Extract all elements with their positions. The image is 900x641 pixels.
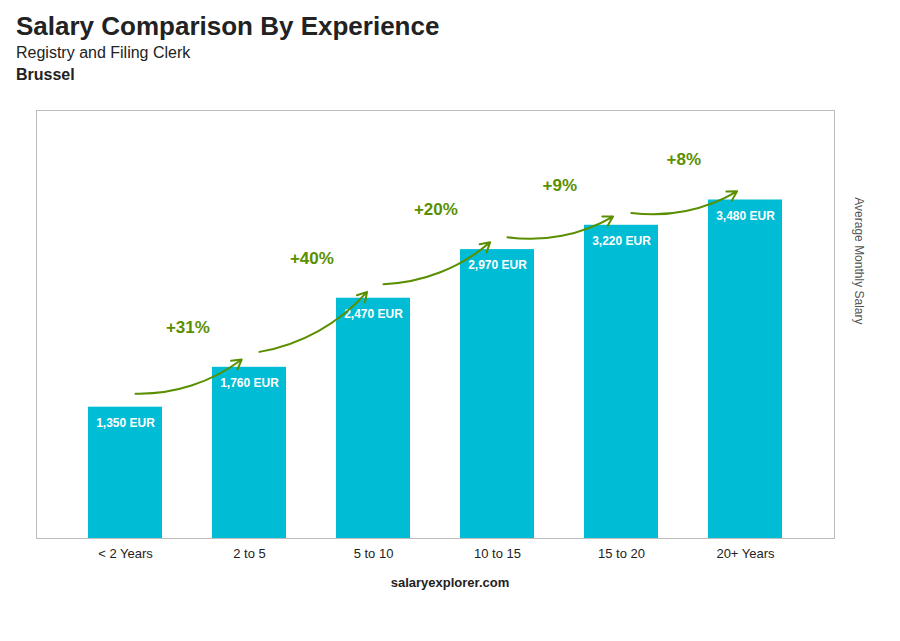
svg-text:2 to 5: 2 to 5 [233,546,266,561]
svg-text:1,760 EUR: 1,760 EUR [220,376,279,390]
svg-text:< 2 Years: < 2 Years [98,546,153,561]
svg-text:15 to 20: 15 to 20 [598,546,645,561]
html-text:Salary Comparison By Experienc: Salary Comparison By Experience [16,11,440,41]
svg-text:5 to 10: 5 to 10 [354,546,394,561]
svg-text:2,970 EUR: 2,970 EUR [468,258,527,272]
html-text:Brussel: Brussel [16,66,75,83]
svg-text:Average Monthly Salary: Average Monthly Salary [852,197,866,324]
svg-text:10 to 15: 10 to 15 [474,546,521,561]
svg-text:+9%: +9% [543,176,578,195]
svg-text:+40%: +40% [290,249,334,268]
svg-text:20+ Years: 20+ Years [716,546,775,561]
svg-text:+8%: +8% [667,150,702,169]
html-text:Registry and Filing Clerk: Registry and Filing Clerk [16,44,191,61]
svg-text:3,480 EUR: 3,480 EUR [716,209,775,223]
svg-text:+31%: +31% [166,318,210,337]
svg-text:1,350 EUR: 1,350 EUR [96,416,155,430]
svg-text:3,220 EUR: 3,220 EUR [592,234,651,248]
svg-text:+20%: +20% [414,200,458,219]
html-text:salaryexplorer.com: salaryexplorer.com [390,575,510,590]
svg-text:2,470 EUR: 2,470 EUR [344,307,403,321]
